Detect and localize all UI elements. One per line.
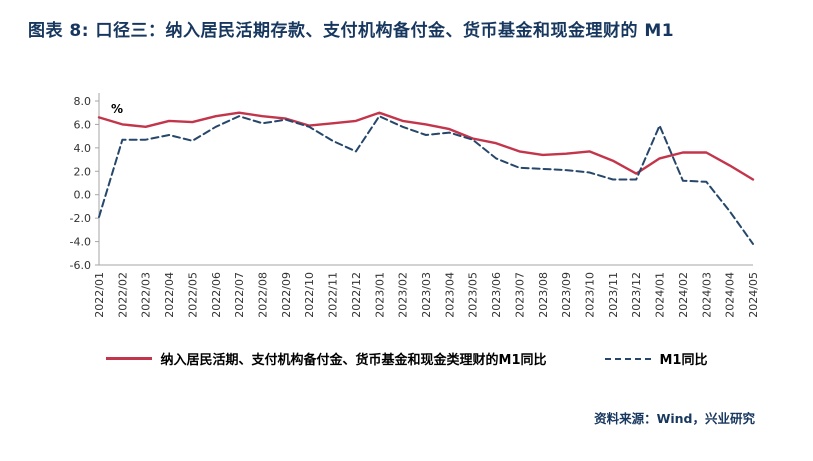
source-note: 资料来源：Wind，兴业研究 [594, 411, 755, 426]
x-tick-label: 2023/07 [513, 272, 526, 318]
x-tick-label: 2024/01 [653, 272, 666, 318]
x-tick-label: 2023/09 [560, 272, 573, 318]
x-tick-label: 2023/03 [420, 272, 433, 318]
x-tick-label: 2024/03 [700, 272, 713, 318]
x-tick-label: 2023/08 [536, 272, 549, 318]
x-tick-label: 2023/11 [606, 272, 619, 318]
x-tick-label: 2023/02 [396, 272, 409, 318]
y-tick-label: -4.0 [69, 236, 90, 249]
series-m1-dashed-line [97, 115, 754, 245]
x-tick-label: 2022/05 [186, 272, 199, 318]
y-tick-label: 8.0 [73, 95, 91, 108]
chart-title: 图表 8: 口径三：纳入居民活期存款、支付机构备付金、货币基金和现金理财的 M1 [28, 21, 675, 41]
x-tick-label: 2023/05 [466, 272, 479, 318]
y-tick-label: 6.0 [73, 118, 91, 131]
series-caliber3-solid-line [97, 111, 754, 181]
x-tick-label: 2023/01 [373, 272, 386, 318]
y-unit-percent-label: % [111, 102, 123, 116]
x-tick-label: 2024/04 [723, 272, 736, 318]
x-tick-label: 2022/07 [233, 272, 246, 318]
y-tick-label: 4.0 [73, 142, 91, 155]
line-chart: 8.0 6.0 4.0 2.0 0.0 -2.0 -4.0 -6.0 2022/01 2022/0… [37, 87, 777, 329]
x-tick-label: 2024/02 [676, 272, 689, 318]
legend-item-m1: M1同比 [604, 349, 708, 368]
x-tick-label: 2024/05 [747, 272, 760, 318]
legend-marker-solid-line [105, 357, 152, 360]
y-tick-label: -6.0 [69, 259, 90, 272]
chart-legend: 纳入居民活期、支付机构备付金、货币基金和现金类理财的M1同比 M1同比 [0, 349, 813, 368]
x-tick-label: 2023/10 [583, 272, 596, 318]
x-tick-label: 2022/08 [256, 272, 269, 318]
x-tick-label: 2022/12 [349, 272, 362, 318]
x-tick-label: 2022/01 [93, 272, 106, 318]
y-tick-label: -2.0 [69, 212, 90, 225]
y-tick-label: 0.0 [73, 189, 91, 202]
x-tick-label: 2023/04 [443, 272, 456, 318]
x-tick-label: 2022/09 [279, 272, 292, 318]
x-tick-label: 2022/10 [303, 272, 316, 318]
legend-label-caliber3-m1: 纳入居民活期、支付机构备付金、货币基金和现金类理财的M1同比 [160, 353, 547, 368]
legend-marker-dashed-line [604, 357, 651, 360]
x-tick-label: 2022/04 [163, 272, 176, 318]
x-tick-label: 2022/03 [139, 272, 152, 318]
legend-label-m1: M1同比 [659, 353, 708, 368]
x-tick-label: 2022/02 [116, 272, 129, 318]
x-tick-label: 2022/06 [209, 272, 222, 318]
x-tick-label: 2022/11 [326, 272, 339, 318]
x-tick-label: 2023/06 [490, 272, 503, 318]
legend-item-caliber3-m1: 纳入居民活期、支付机构备付金、货币基金和现金类理财的M1同比 [105, 349, 547, 368]
x-tick-label: 2023/12 [630, 272, 643, 318]
y-tick-label: 2.0 [73, 165, 91, 178]
